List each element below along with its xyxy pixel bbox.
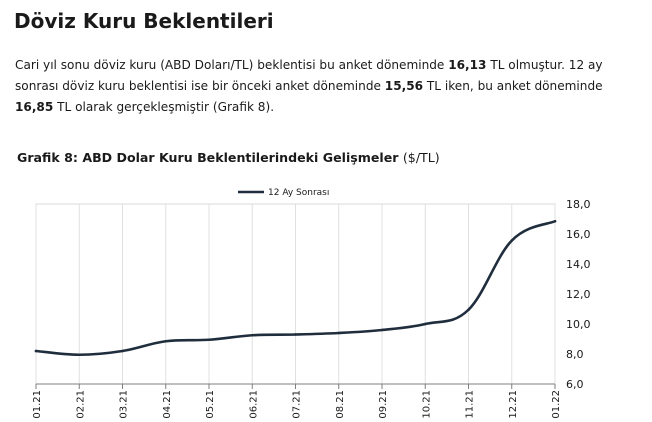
y-tick-label: 12,0 [566, 288, 591, 301]
paragraph-text: TL iken, bu anket döneminde [423, 79, 603, 93]
chart-title-unit: ($/TL) [402, 150, 440, 165]
data-point [77, 353, 81, 357]
data-point [294, 333, 297, 336]
x-tick-label: 05.21 [205, 390, 216, 419]
x-tick-label: 01.22 [551, 390, 562, 419]
x-tick-label: 03.21 [119, 390, 130, 419]
x-tick-label: 11.21 [465, 390, 476, 419]
data-point [510, 239, 514, 242]
data-point [207, 338, 211, 342]
highlight-value: 16,13 [448, 58, 487, 72]
x-tick-label: 02.21 [75, 390, 86, 419]
summary-paragraph: Cari yıl sonu döviz kuru (ABD Doları/TL)… [15, 55, 640, 118]
data-point [380, 328, 384, 332]
y-tick-label: 8,0 [566, 348, 584, 361]
highlight-value: 15,56 [384, 79, 424, 93]
data-point [553, 219, 557, 223]
x-tick-label: 10.21 [421, 390, 432, 419]
x-tick-label: 08.21 [335, 390, 346, 419]
x-tick-label: 01.21 [32, 390, 43, 419]
y-tick-label: 6,0 [566, 378, 584, 391]
data-point [423, 322, 427, 326]
paragraph-text: TL olmuştur. 12 ay sonrası döviz kuru be… [15, 58, 603, 93]
y-tick-label: 14,0 [566, 258, 591, 271]
data-point [337, 331, 341, 335]
data-point [467, 308, 470, 312]
highlight-value: 16,85 [15, 100, 54, 114]
y-tick-label: 18,0 [566, 198, 591, 211]
page-title: Döviz Kuru Beklentileri [14, 9, 274, 33]
x-tick-label: 04.21 [162, 390, 173, 419]
x-tick-label: 07.21 [292, 390, 303, 419]
data-point [164, 339, 168, 343]
chart-title: Grafik 8: ABD Dolar Kuru Beklentilerinde… [17, 150, 440, 165]
paragraph-text: Cari yıl sonu döviz kuru (ABD Doları/TL)… [15, 58, 449, 72]
paragraph-text: TL olarak gerçekleşmiştir (Grafik 8). [53, 100, 275, 114]
data-point [121, 349, 124, 353]
y-tick-label: 16,0 [566, 228, 591, 241]
legend-label: 12 Ay Sonrası [268, 188, 329, 198]
x-tick-label: 12.21 [508, 390, 519, 419]
y-tick-label: 10,0 [566, 318, 591, 331]
x-tick-label: 06.21 [248, 390, 259, 419]
data-point [250, 333, 254, 337]
chart-title-text: Grafik 8: ABD Dolar Kuru Beklentilerinde… [17, 150, 399, 165]
data-point [34, 349, 38, 353]
x-tick-label: 09.21 [378, 390, 389, 419]
